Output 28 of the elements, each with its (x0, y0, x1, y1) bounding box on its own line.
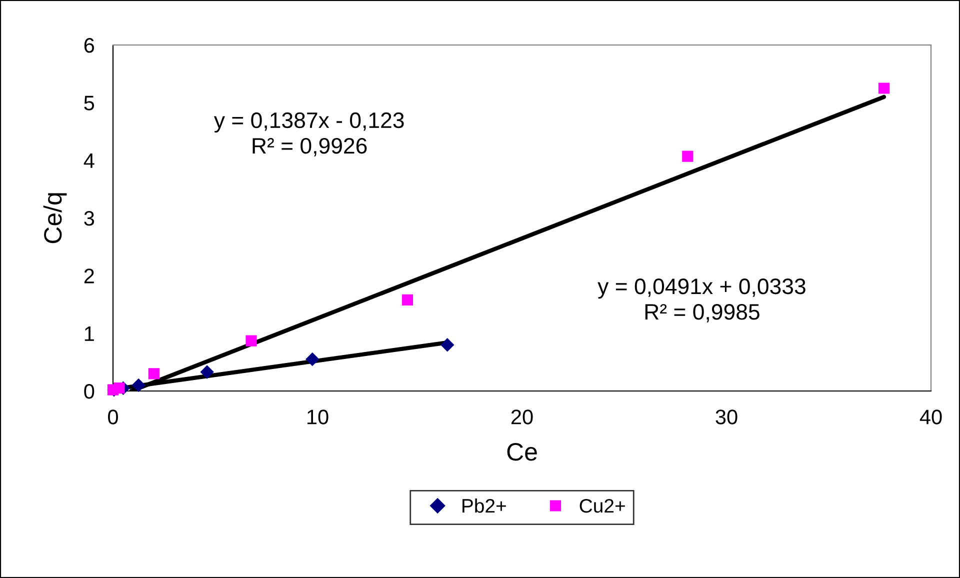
point (440, 338, 454, 352)
x-tick-label: 0 (108, 410, 118, 424)
x-axis-title: Ce (507, 443, 537, 461)
point (246, 335, 257, 346)
point (402, 294, 414, 306)
annotation: y = 0,0491x + 0,0333 R² = 0,9985 (598, 278, 806, 322)
legend-label: Pb2+ (462, 498, 506, 513)
point (682, 150, 694, 162)
legend-label: Cu2+ (580, 498, 625, 513)
annotation: y = 0,1387x - 0,123 R² = 0,9926 (214, 112, 404, 156)
y-tick-label: 2 (84, 268, 94, 284)
y-tick-label: 4 (84, 154, 94, 168)
point (132, 378, 146, 392)
y-tick-label: 6 (84, 38, 94, 53)
y-tick-label: 0 (84, 384, 94, 399)
y-axis-title: Ce/q (43, 193, 67, 244)
point (306, 352, 319, 366)
y-tick-label: 5 (84, 96, 94, 110)
point (148, 368, 160, 380)
x-tick-label: 10 (308, 410, 328, 424)
y-tick-label: 1 (84, 326, 94, 341)
x-tick-label: 20 (511, 410, 533, 424)
point (114, 382, 125, 394)
point (878, 82, 890, 94)
y-tick-label: 3 (84, 211, 94, 226)
point (200, 365, 214, 379)
x-tick-label: 30 (716, 410, 738, 424)
x-tick-label: 40 (920, 410, 942, 424)
